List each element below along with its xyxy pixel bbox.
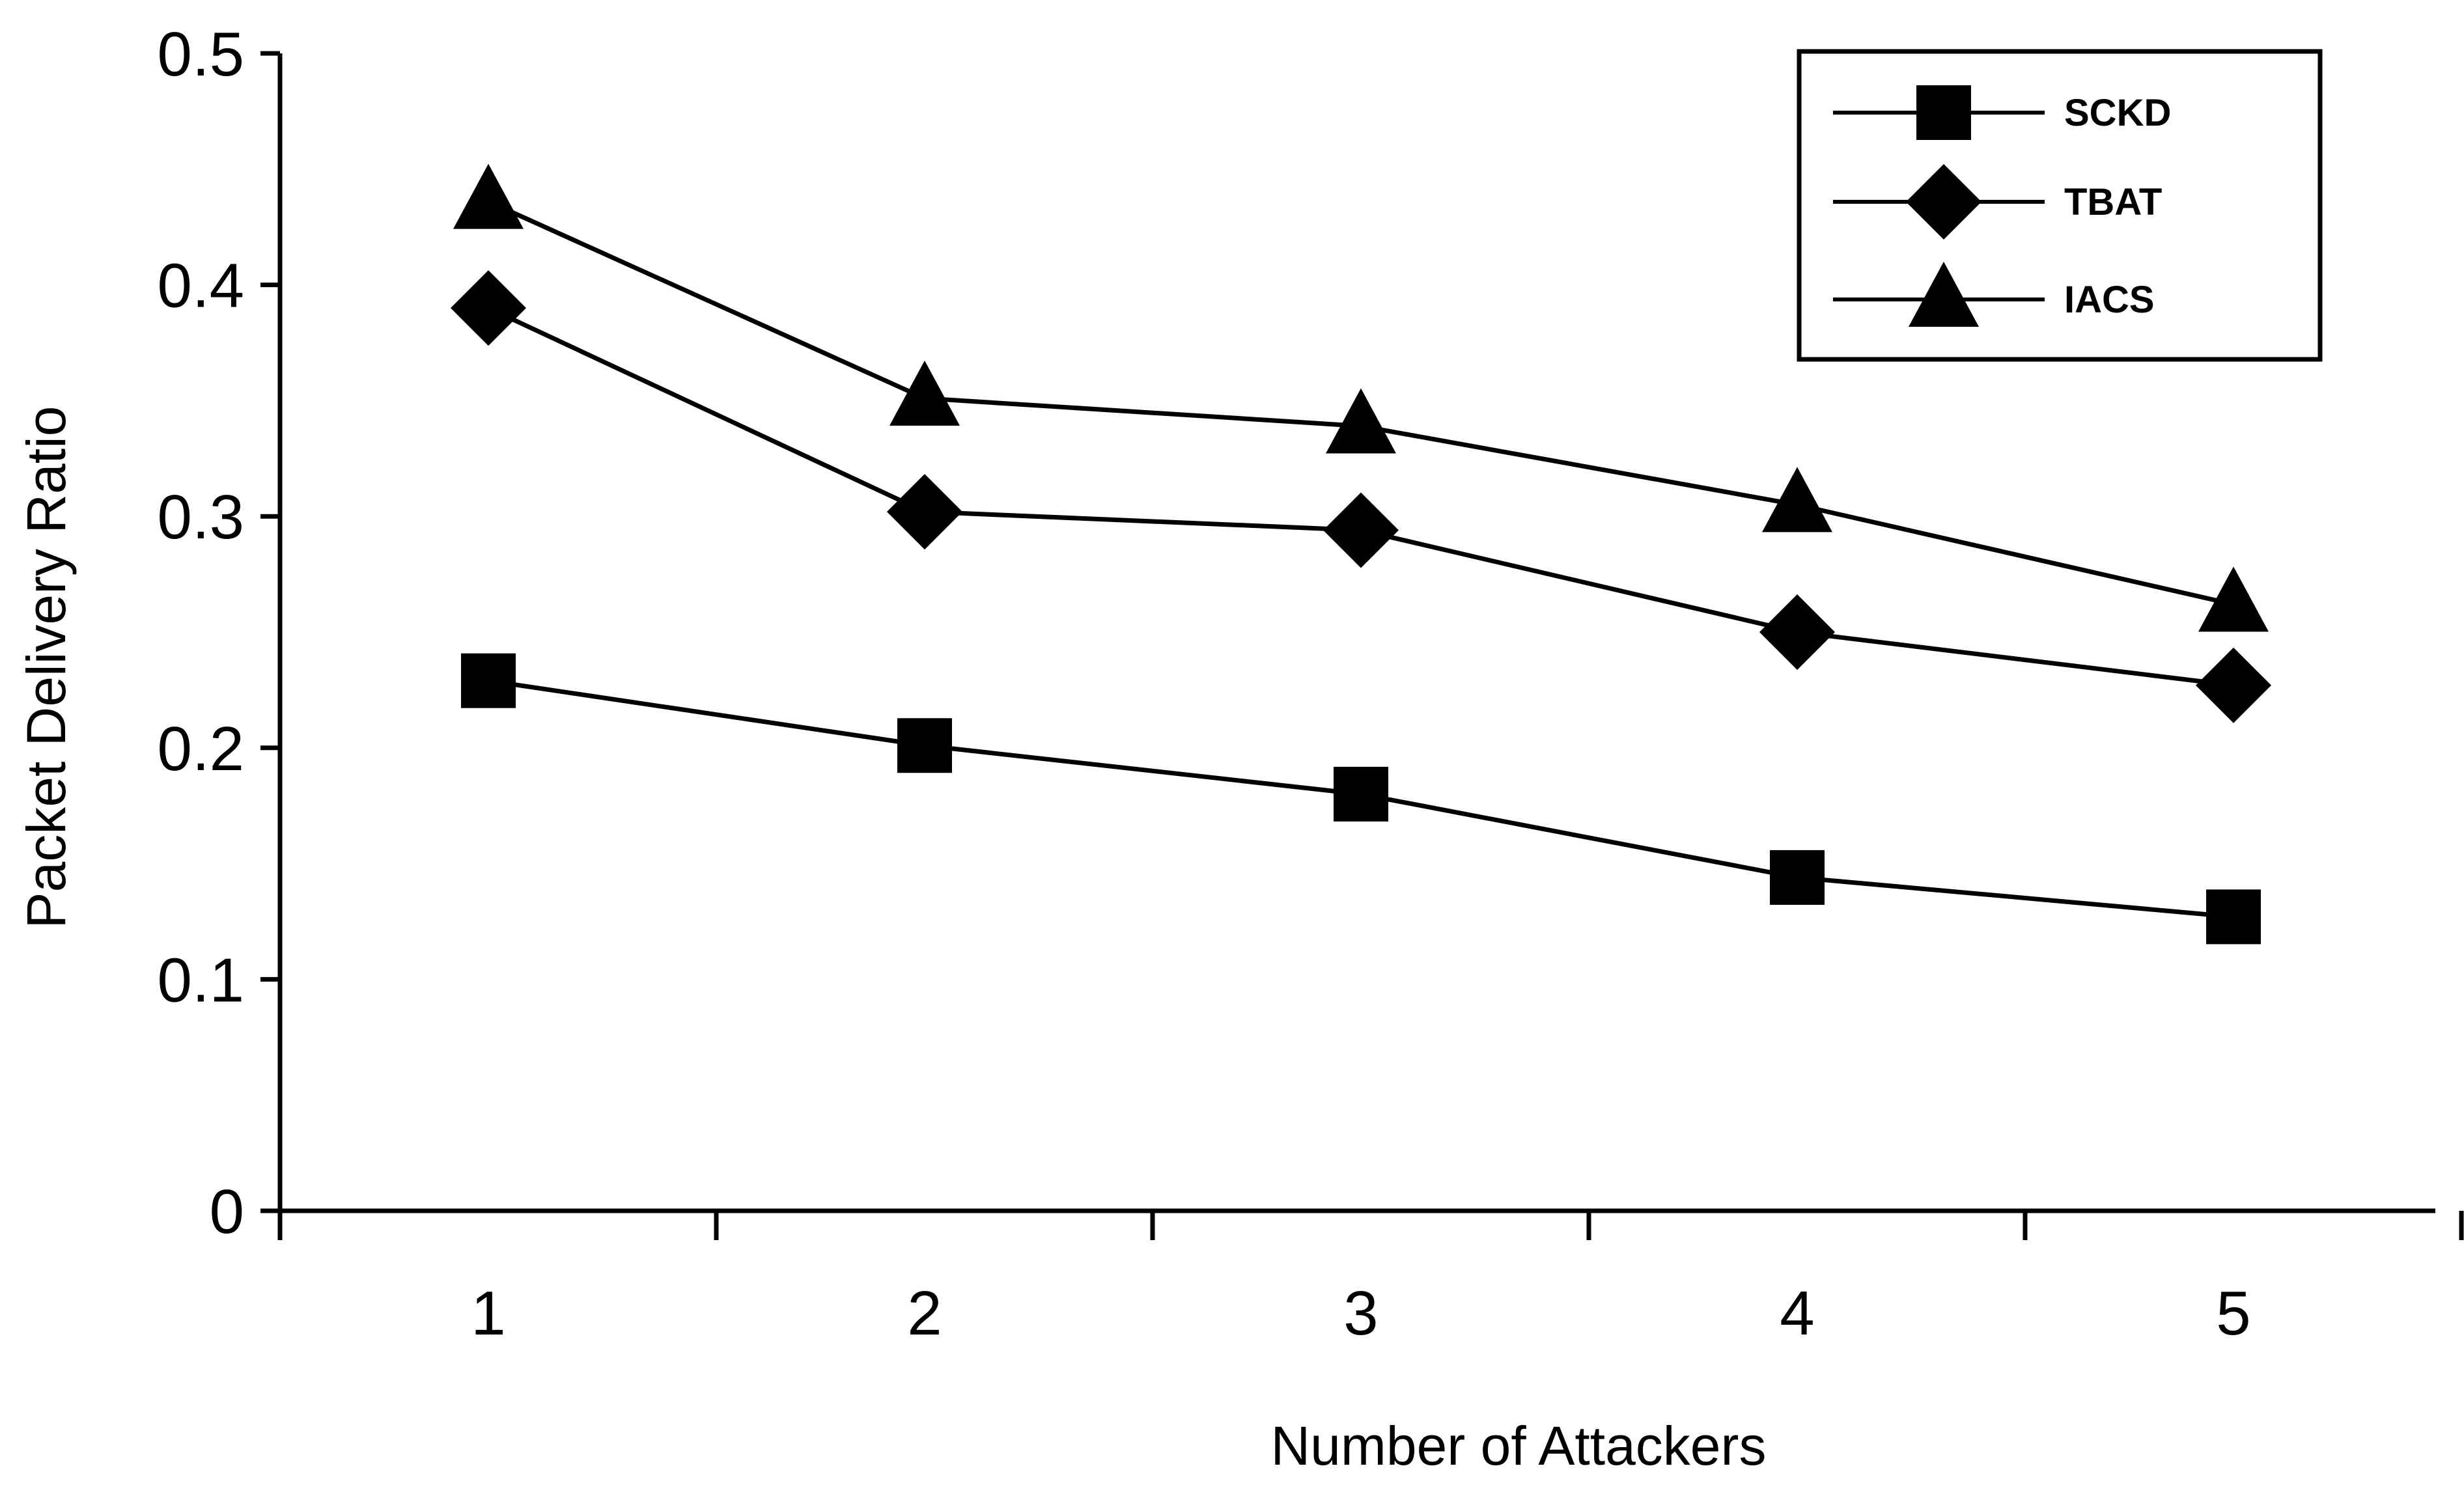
data-point-sckd <box>1334 766 1388 822</box>
x-tick-label: 4 <box>1780 1279 1814 1348</box>
legend-item-tbat: TBAT <box>1833 164 2162 240</box>
data-point-sckd <box>897 718 952 773</box>
legend-label-tbat: TBAT <box>2064 181 2162 223</box>
data-point-sckd <box>461 653 516 708</box>
legend-marker-sckd <box>1916 85 1971 140</box>
y-tick-label: 0.1 <box>158 945 244 1015</box>
y-axis-title: Packet Delivery Ratio <box>16 406 77 929</box>
legend-label-iacs: IACS <box>2064 279 2155 321</box>
data-point-iacs <box>453 163 524 229</box>
data-point-iacs <box>2198 566 2269 632</box>
legend-box <box>1797 49 2323 362</box>
y-tick-label: 0.2 <box>158 714 244 784</box>
data-point-sckd <box>1770 850 1825 905</box>
data-point-iacs <box>889 360 960 426</box>
legend-item-iacs: IACS <box>1833 262 2155 327</box>
series-tbat <box>451 270 2271 723</box>
data-point-tbat <box>451 270 526 346</box>
y-tick-label: 0.3 <box>158 482 244 552</box>
data-point-tbat <box>2196 647 2271 723</box>
x-axis-ticks: 1 2 3 4 5 <box>277 1211 2464 1348</box>
data-point-iacs <box>1762 467 1832 533</box>
series-sckd <box>461 653 2261 945</box>
y-tick-label: 0.5 <box>158 20 244 89</box>
legend-label-sckd: SCKD <box>2064 92 2171 134</box>
x-tick-label: 3 <box>1343 1279 1378 1348</box>
plot-area <box>451 163 2271 945</box>
series-iacs <box>453 163 2269 632</box>
y-axis-ticks: 0 0.1 0.2 0.3 0.4 0.5 <box>158 20 280 1247</box>
data-point-tbat <box>1323 492 1399 568</box>
legend: SCKD TBAT IACS <box>1797 49 2323 362</box>
x-tick-label: 5 <box>2216 1279 2250 1348</box>
legend-items: SCKD TBAT IACS <box>1833 85 2171 327</box>
y-tick-label: 0.4 <box>158 251 244 321</box>
legend-item-sckd: SCKD <box>1833 85 2171 140</box>
x-axis-title: Number of Attackers <box>1271 1415 1767 1476</box>
x-tick-label: 2 <box>907 1279 942 1348</box>
x-tick-label: 1 <box>471 1279 505 1348</box>
y-tick-label: 0 <box>210 1177 244 1247</box>
data-point-sckd <box>2206 889 2261 945</box>
legend-marker-iacs <box>1909 262 1979 327</box>
legend-marker-tbat <box>1906 164 1981 240</box>
axes <box>277 53 2435 1213</box>
data-point-iacs <box>1326 388 1396 454</box>
data-point-tbat <box>887 474 962 550</box>
data-point-tbat <box>1759 594 1835 670</box>
